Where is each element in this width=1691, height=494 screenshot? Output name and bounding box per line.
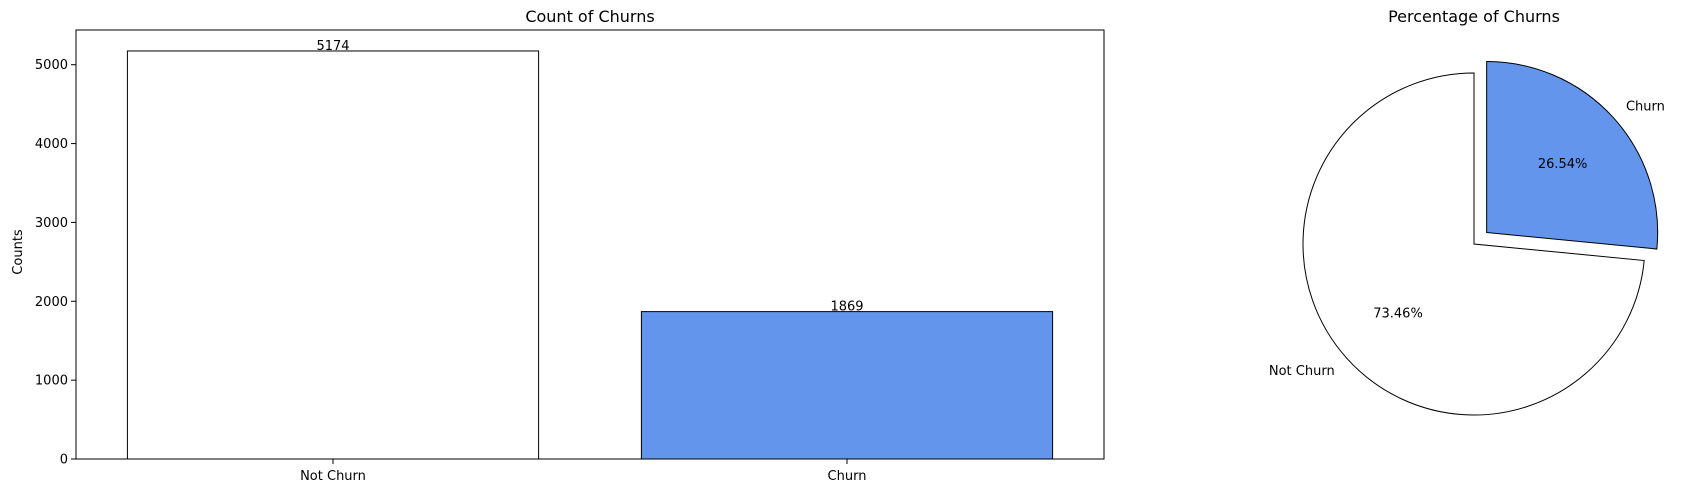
pie-percent-label-churn: 26.54%	[1538, 157, 1588, 172]
bar-not-churn	[126, 50, 540, 460]
pie-percent-label-not-churn: 73.46%	[1373, 306, 1423, 321]
bar-chart-marks: 5174 1869	[126, 39, 1054, 460]
x-tick-label-not-churn: Not Churn	[300, 469, 366, 484]
bar-chart-y-axis-label: Counts	[11, 229, 26, 275]
bar-chart-frame	[75, 29, 1105, 460]
y-tick-label-3000: 3000	[35, 216, 68, 231]
pie-slice-churn	[1486, 61, 1659, 250]
y-tick-label-1000: 1000	[35, 374, 68, 389]
bar-value-label-churn: 1869	[830, 300, 863, 315]
x-tick-label-churn: Churn	[828, 469, 867, 484]
pie-category-label-not-churn: Not Churn	[1269, 364, 1335, 379]
y-tick-label-0: 0	[60, 453, 68, 468]
pie-category-label-churn: Churn	[1626, 100, 1665, 115]
y-tick-label-5000: 5000	[35, 58, 68, 73]
pie-slice-not-churn	[1302, 72, 1645, 416]
y-tick-label-4000: 4000	[35, 137, 68, 152]
pie-chart-title: Percentage of Churns	[1388, 7, 1560, 26]
y-tick-label-2000: 2000	[35, 295, 68, 310]
bar-chart-title: Count of Churns	[525, 7, 654, 26]
bar-chart-y-ticks: 0 1000 2000 3000 4000 5000	[35, 58, 76, 468]
bar-chart: Count of Churns Counts 5174 1869 0 1000 200…	[11, 7, 1105, 484]
bar-chart-x-ticks: Not Churn Churn	[300, 459, 866, 484]
bar-churn	[640, 311, 1054, 460]
pie-chart-marks: 73.46% Not Churn 26.54% Churn	[1269, 61, 1665, 416]
pie-chart: Percentage of Churns 73.46% Not Churn 26.5…	[1269, 7, 1665, 416]
bar-value-label-not-churn: 5174	[316, 39, 349, 54]
